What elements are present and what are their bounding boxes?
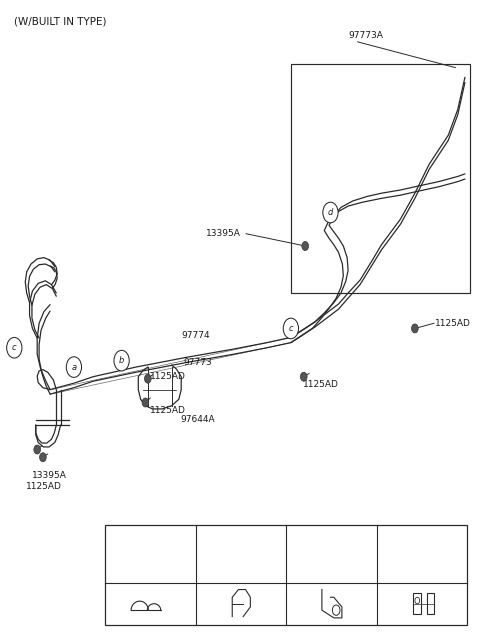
Text: 1125AD: 1125AD: [435, 319, 471, 328]
Text: 97794B: 97794B: [211, 549, 243, 558]
Text: a: a: [110, 549, 115, 558]
Circle shape: [107, 546, 118, 562]
Circle shape: [7, 337, 22, 358]
Text: 97794: 97794: [120, 549, 147, 558]
Text: 1125AD: 1125AD: [303, 380, 339, 389]
Circle shape: [411, 324, 418, 333]
Circle shape: [144, 374, 151, 383]
Text: d: d: [382, 549, 387, 558]
Text: a: a: [72, 363, 76, 372]
Circle shape: [300, 372, 307, 381]
Text: c: c: [288, 324, 293, 333]
Circle shape: [283, 318, 299, 339]
Bar: [427, 593, 434, 614]
Text: c: c: [12, 343, 17, 352]
Circle shape: [288, 546, 300, 562]
Text: d: d: [328, 208, 333, 217]
Text: 1125AD: 1125AD: [150, 406, 186, 415]
Text: b: b: [119, 356, 124, 365]
Text: 97794D: 97794D: [301, 549, 335, 558]
Text: 1125AD: 1125AD: [26, 482, 62, 491]
Circle shape: [379, 546, 390, 562]
Text: 97773: 97773: [183, 358, 212, 367]
Text: 97644A: 97644A: [180, 415, 215, 424]
Text: b: b: [201, 549, 205, 558]
Text: 97774: 97774: [181, 331, 210, 340]
Bar: [105, 525, 468, 625]
Circle shape: [39, 453, 46, 462]
Circle shape: [142, 398, 149, 407]
Circle shape: [114, 350, 129, 371]
Circle shape: [34, 445, 40, 454]
Text: 97794J: 97794J: [392, 549, 421, 558]
Text: c: c: [292, 549, 296, 558]
Circle shape: [197, 546, 209, 562]
Circle shape: [66, 357, 82, 377]
Text: 1125AD: 1125AD: [150, 372, 186, 381]
Circle shape: [302, 242, 309, 251]
Text: 97773A: 97773A: [348, 31, 383, 40]
Text: (W/BUILT IN TYPE): (W/BUILT IN TYPE): [14, 16, 107, 26]
Bar: [291, 64, 470, 293]
Text: 13395A: 13395A: [33, 471, 67, 480]
Bar: [413, 593, 421, 614]
Text: 13395A: 13395A: [206, 229, 241, 238]
Circle shape: [323, 202, 338, 223]
